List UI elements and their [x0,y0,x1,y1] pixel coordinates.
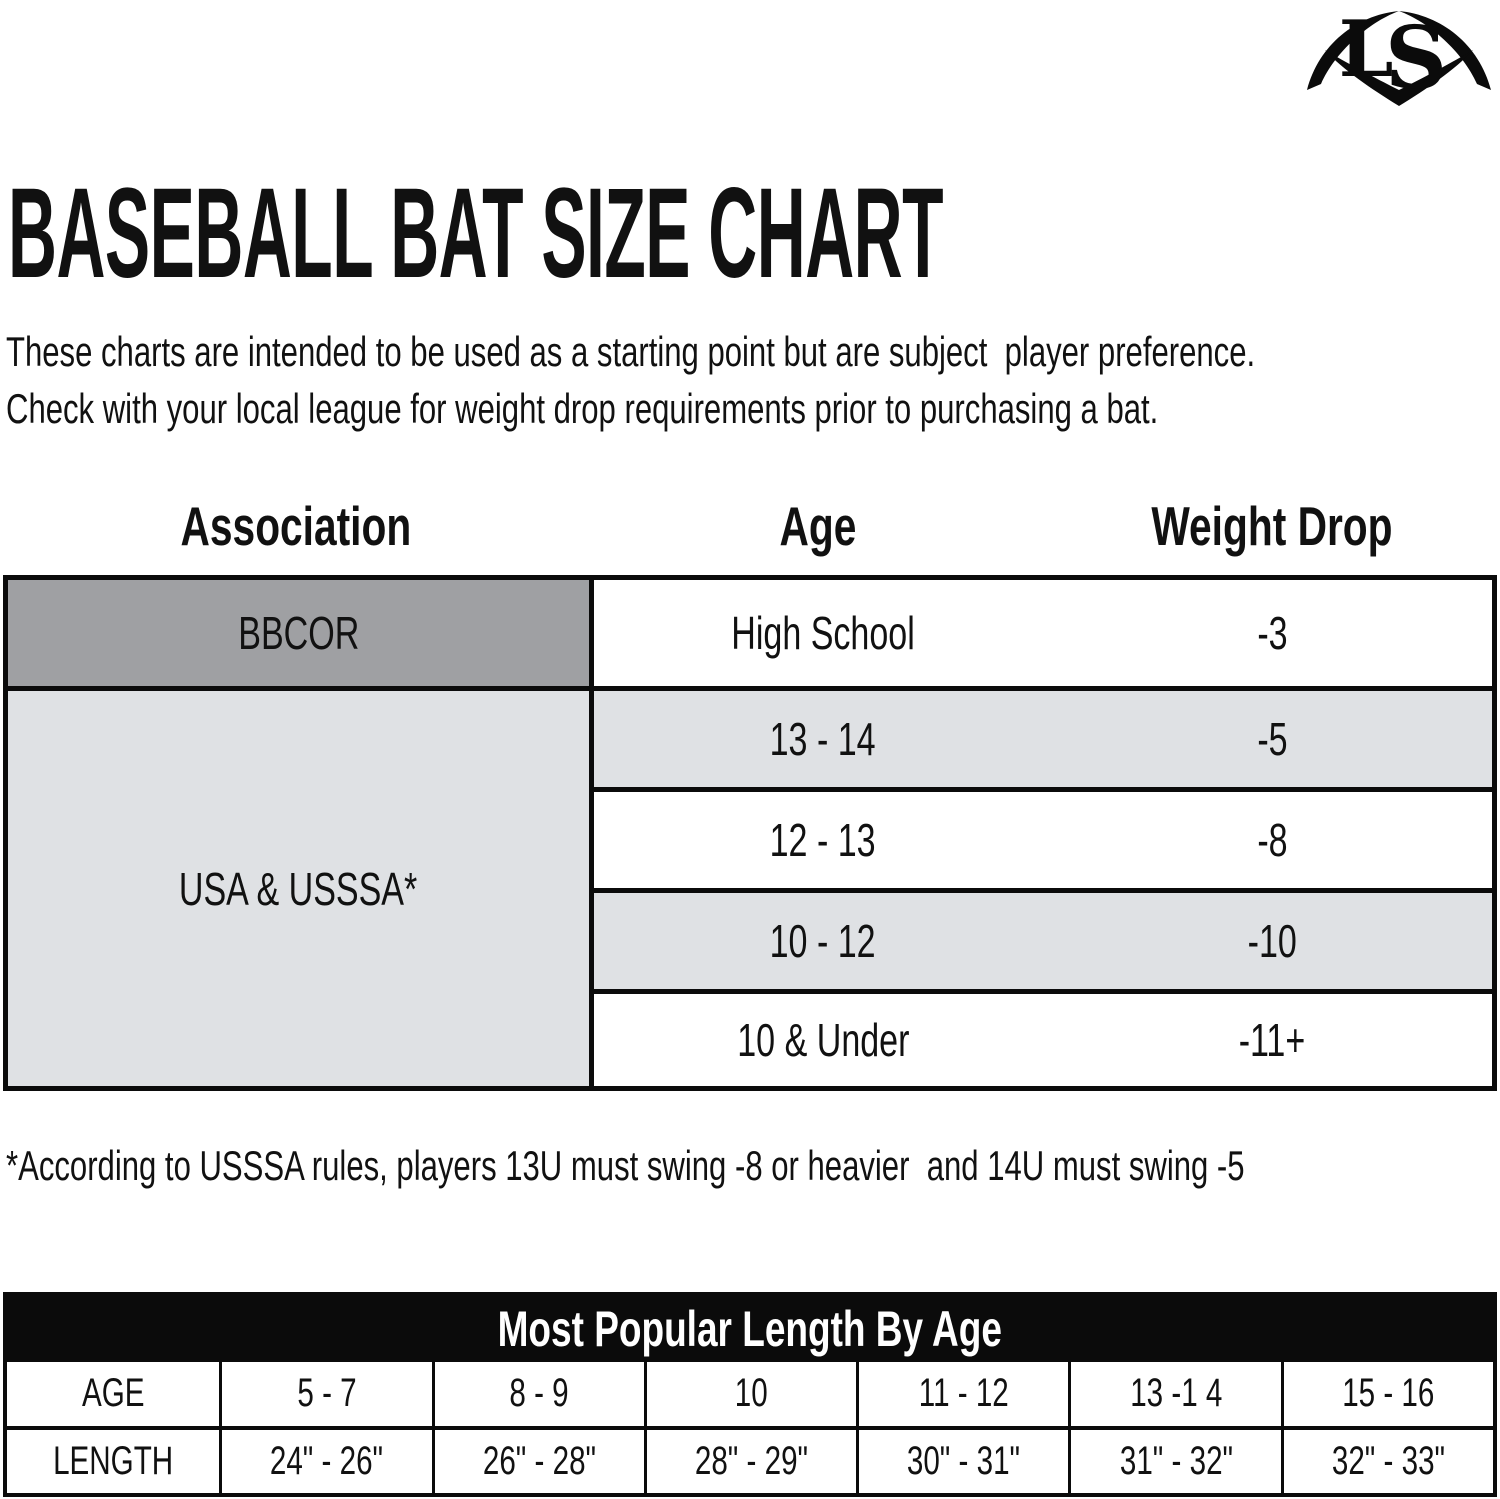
header-association: Association [180,495,412,557]
logo-letter-l: L [1339,4,1394,95]
length-cell-6: 32" - 33" [1280,1425,1493,1493]
header-age: Age [779,495,857,557]
cell-age-high-school: High School [731,607,915,659]
length-cell-4: 30" - 31" [856,1425,1069,1493]
age-cell-4: 11 - 12 [856,1362,1068,1426]
page-title-text: BASEBALL BAT SIZE CHART [8,162,944,305]
length-cell-2: 26" - 28" [431,1425,644,1493]
cell-age-10-12: 10 - 12 [594,888,1052,989]
length-cell-1: 24" - 26" [219,1425,432,1493]
cell-drop-minus-3: -3 [1256,607,1288,659]
diamond-wing-left [1307,11,1399,90]
header-weight-drop: Weight Drop [1151,495,1393,557]
cell-drop-minus-5: -5 [1052,686,1492,787]
row-label-age: AGE [81,1371,145,1416]
popular-length-table-title: Most Popular Length By Age [497,1301,1003,1357]
popular-length-table: Most Popular Length By Age AGE 5 - 7 8 -… [3,1292,1497,1497]
cell-drop-minus-11plus: -11+ [1052,989,1492,1086]
bat-size-table: BBCOR High School -3 USA & USSSA* 13 - 1… [3,575,1497,1091]
popular-length-table-title-bar: Most Popular Length By Age [7,1296,1493,1362]
cell-age-12-13: 12 - 13 [594,787,1052,888]
cell-age-10-under: 10 & Under [594,989,1052,1086]
usssa-footnote: *According to USSSA rules, players 13U m… [6,1142,1245,1189]
age-cell-3: 10 [643,1362,856,1426]
page-title: BASEBALL BAT SIZE CHART [8,170,1500,298]
intro-paragraph: These charts are intended to be used as … [6,323,1500,437]
row-label-length: LENGTH [7,1425,220,1494]
louisville-slugger-logo-icon: L S [1303,2,1495,109]
length-cell-3: 28" - 29" [643,1425,857,1493]
cell-age-13-14: 13 - 14 [594,686,1052,787]
size-table-header-row: Association Age Weight Drop [3,494,1497,558]
diamond-bottom-v [1325,50,1473,106]
diamond-wing-right [1399,11,1491,90]
age-cell-2: 8 - 9 [431,1362,644,1426]
cell-drop-minus-8: -8 [1052,787,1492,888]
length-cell-5: 31" - 32" [1068,1425,1281,1493]
cell-association-usa-usssa: USA & USSSA* [8,686,594,1086]
intro-line-1: These charts are intended to be used as … [6,328,1256,375]
ls-diamond-icon: L S [1307,4,1491,109]
age-cell-6: 15 - 16 [1280,1362,1493,1426]
intro-line-2: Check with your local league for weight … [6,385,1159,432]
age-cell-1: 5 - 7 [219,1362,431,1426]
age-cell-5: 13 -1 4 [1068,1362,1280,1426]
cell-drop-minus-10: -10 [1052,888,1492,989]
popular-length-table-grid: AGE 5 - 7 8 - 9 10 11 - 12 13 -1 4 15 - … [7,1362,1493,1493]
cell-association-bbcor: BBCOR [8,580,594,686]
logo-letter-s: S [1385,8,1447,108]
